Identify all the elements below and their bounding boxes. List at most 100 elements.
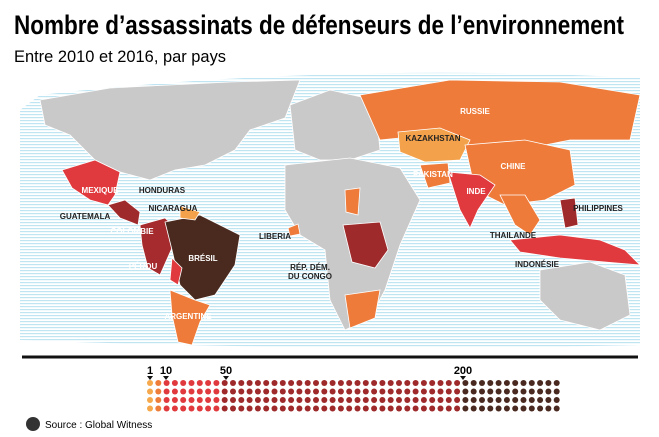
scale-dot [487, 380, 494, 386]
scale-dot [263, 380, 270, 386]
scale-dot [387, 405, 394, 412]
scale-dot [404, 405, 411, 412]
scale-dot [163, 388, 170, 395]
country-label: RUSSIE [460, 107, 490, 116]
scale-dot [479, 397, 485, 403]
scale-dot [396, 397, 402, 403]
scale-dot [445, 405, 452, 412]
scale-dot [396, 388, 402, 395]
scale-dot [487, 388, 494, 395]
scale-dot [155, 380, 162, 386]
scale-dot [180, 405, 187, 412]
scale-label: 1 [147, 365, 153, 377]
scale-dot [412, 388, 419, 395]
scale-dot [362, 405, 369, 412]
scale-dot [180, 397, 187, 403]
scale-dot [362, 388, 369, 395]
scale-dot [304, 380, 311, 386]
scale-dot [512, 397, 519, 403]
scale-dot [263, 397, 270, 403]
scale-dot [454, 405, 461, 412]
scale-dot [196, 405, 203, 412]
scale-dot [537, 397, 544, 403]
scale-dot [205, 388, 212, 395]
scale-dot [429, 380, 436, 386]
logo [26, 417, 40, 431]
scale-dot [503, 388, 510, 395]
scale-dot [304, 388, 311, 395]
scale-dot [346, 405, 353, 412]
subtitle: Entre 2010 et 2016, par pays [14, 47, 226, 66]
scale-dot [246, 380, 253, 386]
scale-dot [213, 388, 220, 395]
scale-dot [371, 388, 378, 395]
scale-dot [147, 388, 153, 395]
scale-dot [213, 397, 220, 403]
scale-dot [254, 405, 261, 412]
scale-dot [545, 405, 552, 412]
scale-dot [537, 388, 544, 395]
scale-dot [163, 380, 170, 386]
scale-dot [288, 397, 295, 403]
scale-dot [271, 405, 278, 412]
scale-dot [163, 405, 170, 412]
scale-dot [512, 388, 519, 395]
scale-dot [354, 397, 361, 403]
scale-dot [520, 380, 527, 386]
scale-dot [329, 388, 336, 395]
scale-dot [188, 380, 195, 386]
scale-dot [387, 380, 394, 386]
scale-dot [371, 405, 378, 412]
scale-dot [520, 405, 527, 412]
scale-dot [321, 397, 328, 403]
country-label: BRÉSIL [188, 254, 217, 263]
scale-label: 200 [454, 365, 472, 377]
country-label: RÉP. DÉM. [290, 263, 330, 272]
scale-dot [404, 380, 411, 386]
scale-dot [238, 380, 245, 386]
scale-dot [296, 380, 303, 386]
country-label: PHILIPPINES [573, 204, 623, 213]
scale-dot [387, 397, 394, 403]
scale-dot [495, 380, 502, 386]
scale-dot [420, 405, 427, 412]
scale-dot [495, 397, 502, 403]
scale-dot [379, 388, 386, 395]
scale-dot [495, 405, 502, 412]
scale-dot [221, 380, 228, 386]
scale-dot [512, 405, 519, 412]
scale-dot [445, 380, 452, 386]
scale-dot [520, 388, 527, 395]
scale-dot [479, 405, 485, 412]
scale-dot [246, 388, 253, 395]
country-label: GUATEMALA [60, 212, 111, 221]
scale-dot [288, 405, 295, 412]
country-label: COLOMBIE [110, 227, 154, 236]
scale-dot [246, 397, 253, 403]
scale-dot [188, 405, 195, 412]
scale-dot [205, 380, 212, 386]
scale-dot [437, 397, 444, 403]
scale-dot [470, 405, 477, 412]
scale-dot [454, 388, 461, 395]
country-label: LIBERIA [259, 232, 291, 241]
scale-dot [196, 388, 203, 395]
scale-dot [412, 405, 419, 412]
country-label: INDE [466, 187, 486, 196]
scale-dot [155, 405, 162, 412]
scale-dot [362, 397, 369, 403]
scale-dot [205, 405, 212, 412]
scale-dot [279, 397, 286, 403]
scale-dot [329, 380, 336, 386]
country-label: THAILANDE [490, 231, 537, 240]
scale-dot [379, 405, 386, 412]
scale-dot [230, 380, 236, 386]
scale-dot [462, 380, 469, 386]
scale-pointer [223, 376, 229, 380]
scale-dot [221, 405, 228, 412]
scale-dot [354, 388, 361, 395]
scale-label: 50 [220, 365, 232, 377]
scale-dot [337, 405, 344, 412]
scale-dot [313, 380, 319, 386]
